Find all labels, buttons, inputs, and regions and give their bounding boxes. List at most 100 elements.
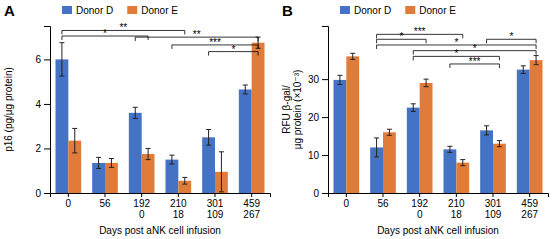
significance-label: * — [509, 31, 513, 42]
tick: 0 — [66, 193, 72, 209]
significance-label: * — [454, 37, 458, 48]
tick-mark — [456, 193, 457, 197]
bar — [383, 132, 396, 193]
bar — [530, 60, 543, 193]
tick: 21018 — [170, 193, 187, 220]
x-axis: 056192021018301109459267 — [329, 193, 549, 220]
error-bars — [59, 43, 247, 169]
tick: 0 — [344, 193, 350, 209]
tick-label: 30 — [308, 74, 320, 85]
legend-swatch — [405, 6, 415, 14]
error-bar — [460, 160, 465, 166]
error-bars — [350, 53, 538, 165]
annotations: ********* — [62, 22, 258, 55]
tick: 1920 — [411, 193, 428, 220]
tick-mark — [44, 148, 50, 149]
chart: 0 2 4 6 0 56 1920 21018 301109 459267 Days post aN… — [0, 0, 556, 239]
error-bar — [59, 43, 64, 76]
error-bar — [109, 158, 114, 167]
plot-area — [56, 37, 265, 193]
error-bar — [169, 155, 174, 164]
bar — [420, 83, 433, 193]
panel-title: A — [4, 2, 15, 19]
tick-mark — [493, 193, 494, 197]
axis-line — [51, 194, 271, 198]
tick: 6 — [35, 54, 50, 65]
tick-label: 2 — [35, 143, 41, 154]
bar — [407, 108, 420, 193]
tick-mark — [251, 193, 252, 197]
error-bar — [146, 148, 151, 159]
tick: 56 — [377, 193, 389, 209]
tick-label: 459267 — [521, 198, 538, 220]
tick-mark — [529, 193, 530, 197]
bar — [56, 59, 69, 193]
tick-mark — [383, 193, 384, 197]
tick: 20 — [308, 112, 328, 123]
chart-container: 0 2 4 6 0 56 1920 21018 301109 459267 Days post aN… — [0, 0, 556, 239]
tick-label: 459267 — [243, 198, 260, 220]
tick-label: 6 — [35, 54, 41, 65]
tick: 0 — [35, 188, 50, 199]
error-bar — [387, 129, 392, 135]
tick: 459267 — [243, 193, 260, 220]
error-bar — [447, 146, 452, 152]
significance-label: ** — [193, 29, 201, 40]
bar — [239, 89, 252, 193]
x-axis: 0 56 1920 21018 301109 459267 — [51, 193, 271, 220]
x-axis-title: Days post aNK cell infusion — [377, 225, 499, 236]
y-axis-title: p16 (pg/μg protein) — [3, 67, 14, 152]
bar — [517, 70, 530, 193]
significance-label: * — [473, 43, 477, 54]
bar — [166, 160, 179, 193]
legend-swatch — [340, 6, 350, 14]
significance-label: * — [231, 44, 235, 55]
legend-label: Donor E — [419, 5, 456, 16]
tick-mark — [346, 193, 347, 197]
plot-area — [334, 53, 543, 193]
significance-label: *** — [209, 37, 221, 48]
legend-swatch — [127, 6, 137, 14]
tick-mark — [419, 193, 420, 197]
legend: Donor DDonor E — [62, 5, 178, 16]
error-bar — [424, 79, 429, 87]
error-bar — [337, 75, 342, 84]
tick: 56 — [99, 193, 111, 209]
bar — [480, 130, 493, 193]
error-bars — [72, 37, 260, 192]
panel-title: B — [282, 2, 293, 19]
y-axis-title: RFU β-gal/μg protein (×10⁻³) — [281, 70, 303, 150]
bar-series — [346, 56, 542, 193]
bar — [129, 113, 142, 193]
tick-label: 301109 — [207, 198, 224, 220]
tick-mark — [44, 104, 50, 105]
tick-mark — [44, 59, 50, 60]
tick-label: 0 — [344, 198, 350, 209]
tick-label: 21018 — [170, 198, 187, 220]
tick: 4 — [35, 99, 50, 110]
legend-item: Donor E — [405, 5, 456, 16]
tick-mark — [141, 193, 142, 197]
tick: 301109 — [207, 193, 224, 220]
error-bar — [96, 157, 101, 168]
tick: 30 — [308, 74, 328, 85]
tick-label: 56 — [99, 198, 111, 209]
tick-label: 20 — [308, 112, 320, 123]
tick: 459267 — [521, 193, 538, 220]
significance-label: * — [399, 31, 403, 42]
panel: 0102030056192021018301109459267Days post… — [308, 26, 549, 236]
legend-swatch — [62, 6, 72, 14]
legend: Donor DDonor E — [340, 5, 456, 16]
tick-label: 1920 — [411, 198, 428, 220]
x-axis-title: Days post aNK cell infusion — [99, 225, 221, 236]
y-axis: 0 2 4 6 — [35, 27, 50, 199]
legend-label: Donor E — [141, 5, 178, 16]
tick-mark — [178, 193, 179, 197]
tick-label: 1920 — [133, 198, 150, 220]
error-bar — [206, 130, 211, 146]
error-bar — [497, 141, 502, 147]
error-bar — [72, 128, 77, 152]
panel: 0 2 4 6 0 56 1920 21018 301109 459267 Days post aN… — [35, 22, 270, 236]
bar-series — [56, 59, 252, 193]
axis-line — [329, 194, 549, 198]
